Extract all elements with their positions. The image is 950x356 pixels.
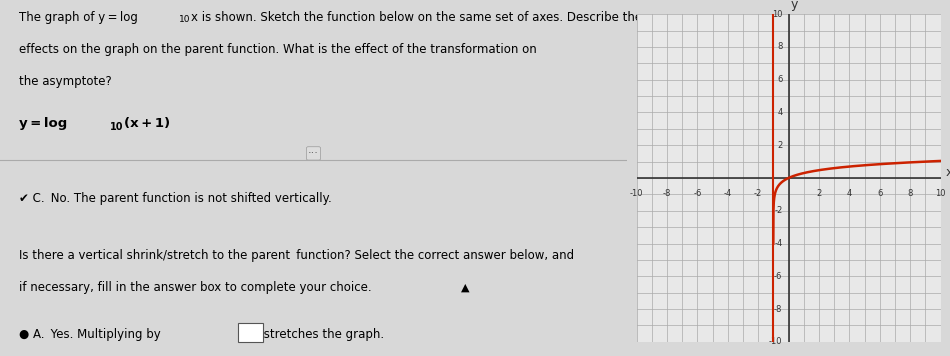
Text: stretches the graph.: stretches the graph. — [260, 328, 385, 341]
Text: 4: 4 — [777, 108, 783, 117]
Text: -2: -2 — [754, 189, 762, 198]
Text: -4: -4 — [774, 239, 783, 248]
Text: y: y — [790, 0, 797, 11]
Text: 2: 2 — [816, 189, 822, 198]
Text: 2: 2 — [777, 141, 783, 150]
Text: The graph of y = log: The graph of y = log — [19, 11, 138, 24]
Text: y = log: y = log — [19, 117, 67, 131]
Text: 10: 10 — [935, 189, 946, 198]
Text: ▲: ▲ — [461, 283, 469, 293]
Text: -6: -6 — [694, 189, 701, 198]
Text: -6: -6 — [774, 272, 783, 281]
Text: effects on the graph on the parent function. What is the effect of the transform: effects on the graph on the parent funct… — [19, 43, 537, 56]
Text: -10: -10 — [630, 189, 643, 198]
Text: 10: 10 — [772, 10, 783, 19]
Text: Is there a vertical shrink/stretch to the parent  function? Select the correct a: Is there a vertical shrink/stretch to th… — [19, 249, 574, 262]
Text: 10: 10 — [179, 15, 190, 24]
Text: 8: 8 — [777, 42, 783, 52]
Text: the asymptote?: the asymptote? — [19, 75, 111, 88]
Text: ···: ··· — [308, 148, 319, 158]
Text: -8: -8 — [774, 304, 783, 314]
Text: 8: 8 — [907, 189, 913, 198]
Text: 10: 10 — [109, 122, 124, 132]
Text: ● A.  Yes. Multiplying by: ● A. Yes. Multiplying by — [19, 328, 161, 341]
Text: 6: 6 — [877, 189, 883, 198]
Text: x: x — [946, 166, 950, 179]
Text: -8: -8 — [663, 189, 671, 198]
Text: 6: 6 — [777, 75, 783, 84]
Text: (x + 1): (x + 1) — [124, 117, 170, 131]
Text: x is shown. Sketch the function below on the same set of axes. Describe the: x is shown. Sketch the function below on… — [191, 11, 642, 24]
Text: -2: -2 — [774, 206, 783, 215]
Text: -10: -10 — [769, 337, 783, 346]
Text: -4: -4 — [724, 189, 732, 198]
Text: 4: 4 — [846, 189, 852, 198]
Text: if necessary, fill in the answer box to complete your choice.: if necessary, fill in the answer box to … — [19, 281, 371, 294]
Text: ✔ C.  No. The parent function is not shifted vertically.: ✔ C. No. The parent function is not shif… — [19, 192, 332, 205]
